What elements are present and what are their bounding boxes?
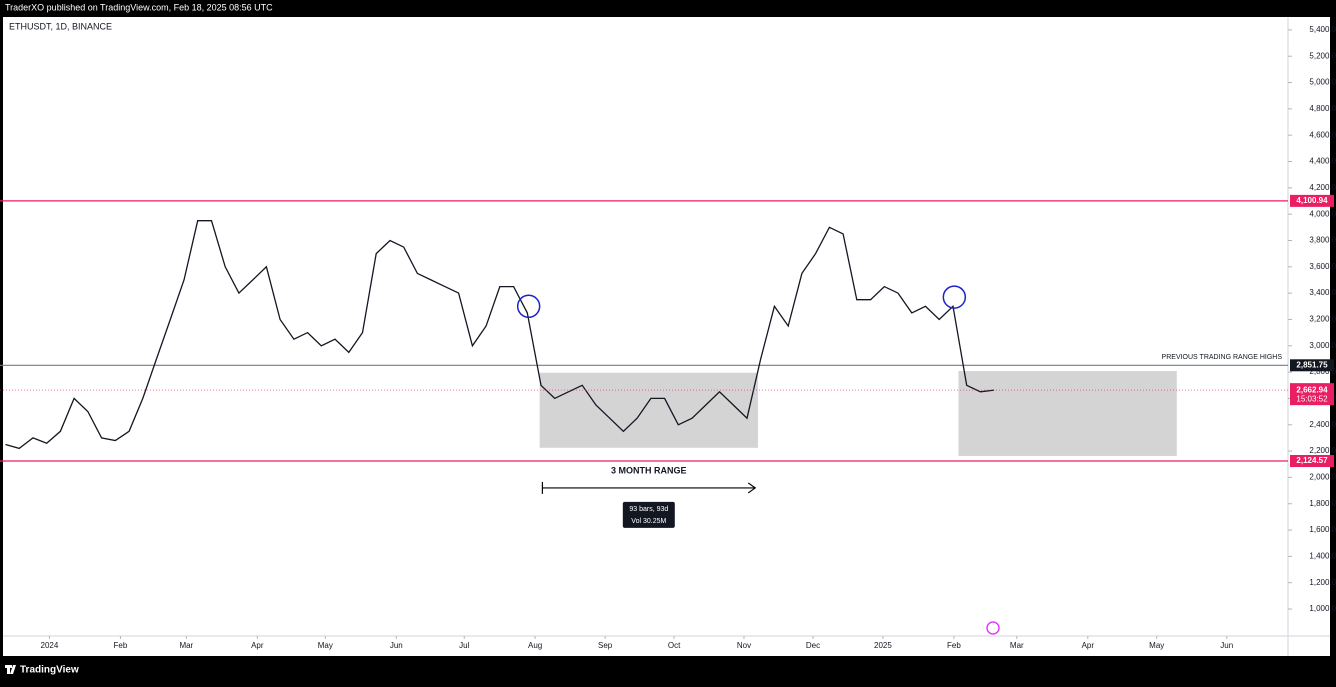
level-note: PREVIOUS TRADING RANGE HIGHS [1162, 354, 1283, 361]
x-tick-label: Dec [806, 641, 820, 650]
annotation-circle [516, 294, 541, 319]
x-tick-label: Feb [114, 641, 128, 650]
x-tick-label: May [1149, 641, 1164, 650]
brand-logo [5, 665, 16, 674]
x-tick-label: Sep [598, 641, 613, 650]
x-tick-label: Apr [251, 641, 264, 650]
x-tick-label: Aug [528, 641, 542, 650]
y-tick-label: 2,800.00 [1309, 367, 1336, 376]
y-tick-label: 2,000.00 [1309, 473, 1336, 482]
y-tick-label: 1,400.00 [1309, 551, 1336, 560]
y-tick-label: 1,000.00 [1309, 604, 1336, 613]
last-price-label: 2,662.94 [1296, 385, 1328, 394]
brand: TradingView [20, 665, 79, 676]
x-tick-label: May [318, 641, 333, 650]
x-tick-label: Oct [668, 641, 681, 650]
symbol: ETHUSDT, 1D, BINANCE [9, 21, 112, 31]
measure-volume: Vol 30.25M [631, 518, 666, 525]
x-tick-label: Apr [1082, 641, 1095, 650]
alert-icon [986, 621, 1000, 635]
y-tick-label: 4,400.00 [1309, 157, 1336, 166]
chart-area [3, 17, 1330, 656]
x-tick-label: Jun [1220, 641, 1233, 650]
y-tick-label: 3,000.00 [1309, 341, 1336, 350]
level-tag [1290, 455, 1334, 468]
range-box [539, 372, 758, 448]
annotation-circle [942, 285, 967, 309]
countdown: 15:03:52 [1296, 394, 1328, 403]
x-tick-label: Jun [390, 641, 403, 650]
x-tick-label: Nov [737, 641, 751, 650]
y-tick-label: 2,400.00 [1309, 420, 1336, 429]
level-label: 2,851.75 [1296, 360, 1328, 369]
y-tick-label: 1,600.00 [1309, 525, 1336, 534]
y-tick-label: 5,400.00 [1309, 25, 1336, 34]
x-tick-label: Mar [1010, 641, 1024, 650]
x-tick-label: Jul [459, 641, 469, 650]
range-text: 3 MONTH RANGE [611, 465, 687, 475]
y-tick-label: 4,000.00 [1309, 209, 1336, 218]
y-tick-label: 4,200.00 [1309, 183, 1336, 192]
x-tick-label: 2025 [874, 641, 892, 650]
y-tick-label: 5,000.00 [1309, 78, 1336, 87]
y-tick-label: 3,400.00 [1309, 288, 1336, 297]
level-label: 4,100.94 [1296, 196, 1328, 205]
price-line [5, 220, 995, 450]
x-tick-label: Feb [947, 641, 961, 650]
level-tag [1290, 194, 1334, 207]
publisher: TraderXO published on TradingView.com, F… [5, 2, 273, 12]
x-tick-label: Mar [179, 641, 193, 650]
y-tick-label: 3,600.00 [1309, 262, 1336, 271]
y-tick-label: 3,800.00 [1309, 236, 1336, 245]
y-tick-label: 5,200.00 [1309, 51, 1336, 60]
y-tick-label: 3,200.00 [1309, 315, 1336, 324]
y-tick-label: 1,800.00 [1309, 499, 1336, 508]
y-tick-label: 1,200.00 [1309, 578, 1336, 587]
y-tick-label: 2,200.00 [1309, 446, 1336, 455]
measure-tooltip [622, 501, 675, 528]
y-tick-label: 4,800.00 [1309, 104, 1336, 113]
level-label: 2,124.57 [1296, 456, 1328, 465]
level-tag [1290, 359, 1334, 372]
last-price-tag [1290, 383, 1334, 406]
range-box [958, 371, 1177, 456]
measure-bars: 93 bars, 93d [629, 506, 668, 513]
x-tick-label: 2024 [41, 641, 59, 650]
measure-head [747, 482, 757, 494]
y-tick-label: 4,600.00 [1309, 130, 1336, 139]
